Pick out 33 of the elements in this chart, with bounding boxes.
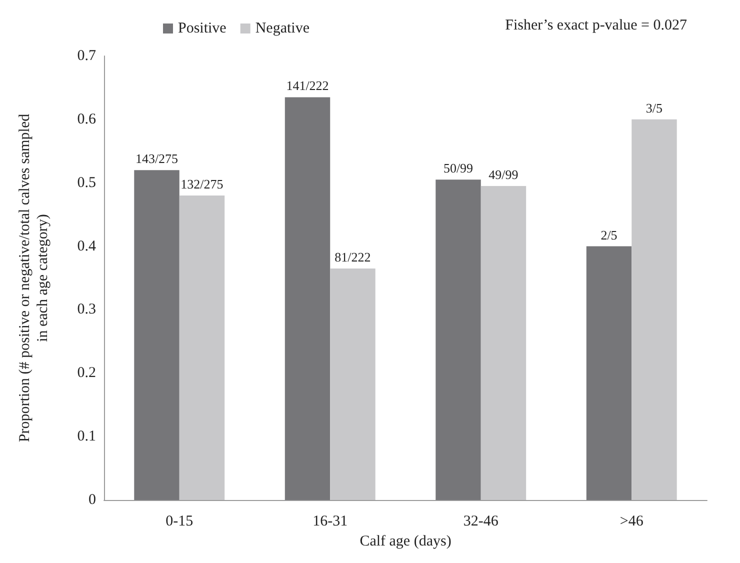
legend-label: Negative <box>255 20 310 36</box>
y-tick-label: 0 <box>88 492 96 508</box>
x-tick-label: >46 <box>620 514 644 530</box>
data-label: 2/5 <box>600 227 618 242</box>
data-label: 3/5 <box>646 100 663 116</box>
legend-label: Positive <box>178 20 227 36</box>
x-tick-label: 0-15 <box>166 514 194 530</box>
bar <box>284 97 330 500</box>
bar <box>179 196 225 500</box>
bar <box>134 170 180 500</box>
y-tick-label: 0.1 <box>77 428 96 445</box>
bar <box>330 268 376 500</box>
text: Fisher’s exact p-value = 0.027 <box>505 18 688 34</box>
y-tick-label: 0.3 <box>77 302 96 318</box>
bar <box>632 119 677 500</box>
y-tick-label: 0.2 <box>77 365 96 382</box>
data-label: 49/99 <box>488 167 518 182</box>
bar <box>436 180 481 500</box>
data-label: 141/222 <box>286 78 329 94</box>
y-tick-label: 0.4 <box>77 238 96 254</box>
data-label: 50/99 <box>443 160 474 176</box>
data-label: 81/222 <box>334 249 371 264</box>
y-tick-label: 0.6 <box>77 111 96 128</box>
y-tick-label: 0.7 <box>77 48 96 64</box>
x-axis-title: Calf age (days) <box>360 533 452 550</box>
data-label: 132/275 <box>180 176 224 192</box>
y-tick-label: 0.5 <box>77 174 96 191</box>
bar <box>480 186 526 500</box>
x-tick-label: 16-31 <box>312 514 348 530</box>
x-tick-label: 32-46 <box>463 514 499 530</box>
data-label: 143/275 <box>135 151 178 166</box>
bar <box>586 246 632 500</box>
y-axis-title: Proportion (# positive or negative/total calves sampled in each age category) <box>17 113 51 442</box>
